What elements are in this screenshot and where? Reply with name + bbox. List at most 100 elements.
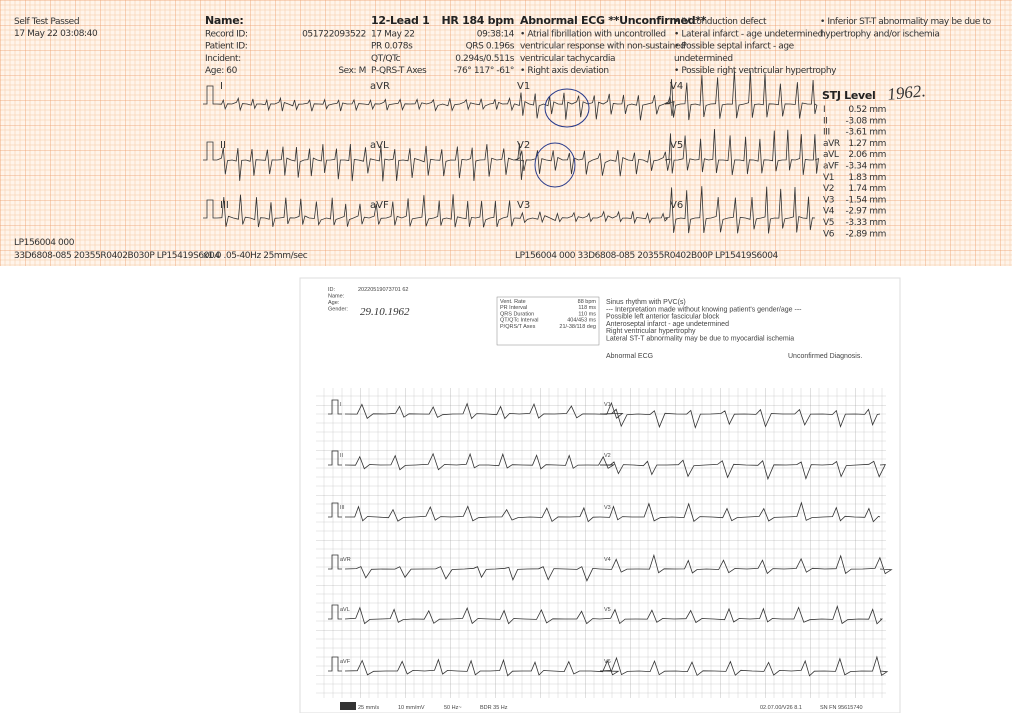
status-text: Self Test Passed [14,17,79,27]
test-info: QT/QTc [371,54,401,64]
footer-text: LP156004 000 [14,238,75,248]
stj-value: -2.97 mm [846,207,886,217]
lead-label: V5 [670,140,683,151]
id-label: Age: [328,300,340,306]
stj-lead: aVL [823,150,839,160]
measure-value: 21/-38/118 deg [559,324,596,330]
patient-label: Age: 60 [205,66,238,76]
id-label: Name: [328,294,345,300]
stj-lead: V6 [823,229,835,239]
handwritten-note: 1962. [886,81,926,104]
lead-label: V3 [604,505,611,511]
interpretation-line: --- Interpretation made without knowing … [606,306,802,313]
stj-value: 1.27 mm [848,139,886,149]
stj-lead: V2 [823,184,834,194]
interpretation-line: ventricular response with non-sustained [520,42,685,52]
lead-label: III [340,505,345,511]
id-label: ID: [328,287,336,293]
measure: 09:38:14 [477,29,515,39]
lead-label: III [220,200,229,211]
test-info: 12-Lead 1 [371,14,429,27]
interpretation-line: • Possible right ventricular hypertrophy [674,66,837,76]
footer-text: BDR 35 Hz [480,705,508,711]
measure-value: 118 ms [578,305,596,311]
patient-label: Patient ID: [205,42,247,52]
interpretation-line: • IV conduction defect [674,17,767,27]
interpretation-line: • Lateral infarct - age undetermined [674,29,823,39]
stj-value: 0.52 mm [848,105,886,115]
footer-text: 10 mm/mV [398,705,425,711]
abnormal-label: Abnormal ECG [606,353,653,360]
lead-label: aVL [340,607,350,613]
stj-lead: V3 [823,195,834,205]
stj-value: 1.74 mm [848,184,886,194]
stj-title: STJ Level [822,89,876,102]
lead-label: I [220,81,223,92]
id-value: 20220519073701 62 [358,287,408,293]
stj-value: -1.54 mm [846,195,886,205]
lead-label: aVR [340,557,351,563]
test-info: 17 May 22 [371,29,415,39]
lead-label: II [220,140,226,151]
lead-label: V4 [670,81,683,92]
lead-label: aVR [370,81,390,92]
stj-value: -3.61 mm [846,128,886,138]
lead-label: V1 [517,81,530,92]
stj-value: -2.89 mm [846,229,886,239]
stj-value: -3.33 mm [846,218,886,228]
measure-label: PR Interval [500,305,527,311]
interpretation-line: • Inferior ST-T abnormality may be due t… [820,17,992,27]
measure-label: Vent. Rate [500,299,526,305]
interpretation-line: • Atrial fibrillation with uncontrolled [520,29,666,39]
patient-label: Record ID: [205,29,248,39]
lead-label: II [340,453,344,459]
measure-value: 110 ms [578,311,596,317]
footer-text: x1.0 .05-40Hz 25mm/sec [203,251,308,261]
patient-label: Incident: [205,54,241,64]
stj-lead: V4 [823,207,835,217]
measure: HR 184 bpm [441,14,514,27]
test-info: PR 0.078s [371,42,413,52]
interpretation-line: Anteroseptal infarct - age undetermined [606,321,729,328]
stj-value: -3.08 mm [846,116,886,126]
footer-text: LP156004 000 33D6808-085 20355R0402B00P … [515,251,779,261]
stj-value: -3.34 mm [846,162,886,172]
lead-label: V6 [670,200,683,211]
lead-label: V2 [604,453,611,459]
sex: Sex: M [338,66,366,76]
interpretation-line: Possible left anterior fascicular block [606,314,720,321]
lead-label: V5 [604,607,611,613]
lead-label: V2 [517,140,530,151]
interpretation-line: • Possible septal infarct - age [674,42,795,52]
page: 1962. 29.10.1962 Self Test Passed 17 May … [0,0,1012,713]
interpretation-line: hypertrophy and/or ischemia [820,29,940,39]
stj-lead: II [823,116,828,126]
bottom-grid [316,388,886,698]
interpretation-line: Right ventricular hypertrophy [606,328,696,335]
measure: QRS 0.196s [466,42,515,52]
stj-lead: V5 [823,218,834,228]
lead-label: V4 [604,557,611,563]
footer-text: 25 mm/s [358,705,379,711]
lead-label: V3 [517,200,530,211]
unconfirmed-label: Unconfirmed Diagnosis. [788,353,862,360]
status-text: 17 May 22 03:08:40 [14,29,98,39]
lead-label: V1 [604,402,611,408]
stj-lead: aVR [823,139,840,149]
handwritten-dob: 29.10.1962 [360,306,410,318]
interpretation-line: • Right axis deviation [520,66,609,76]
patient-label: Name: [205,14,243,27]
measure-value: 404/453 ms [567,318,596,324]
measure: 0.294s/0.511s [455,54,514,64]
interpretation-line: Lateral ST-T abnormality may be due to m… [606,336,794,343]
stj-value: 2.06 mm [848,150,886,160]
measure-label: P/QRS/T Axes [500,324,536,330]
lead-label: aVF [370,200,389,211]
id-label: Gender: [328,307,348,313]
stj-lead: aVF [823,162,839,172]
lead-label: V6 [604,659,611,665]
stj-lead: V1 [823,173,834,183]
footer-text: 33D6808-085 20355R0402B030P LP15419S6004 [14,251,220,261]
interpretation-line: undetermined [674,54,733,64]
stj-lead: III [823,128,830,138]
